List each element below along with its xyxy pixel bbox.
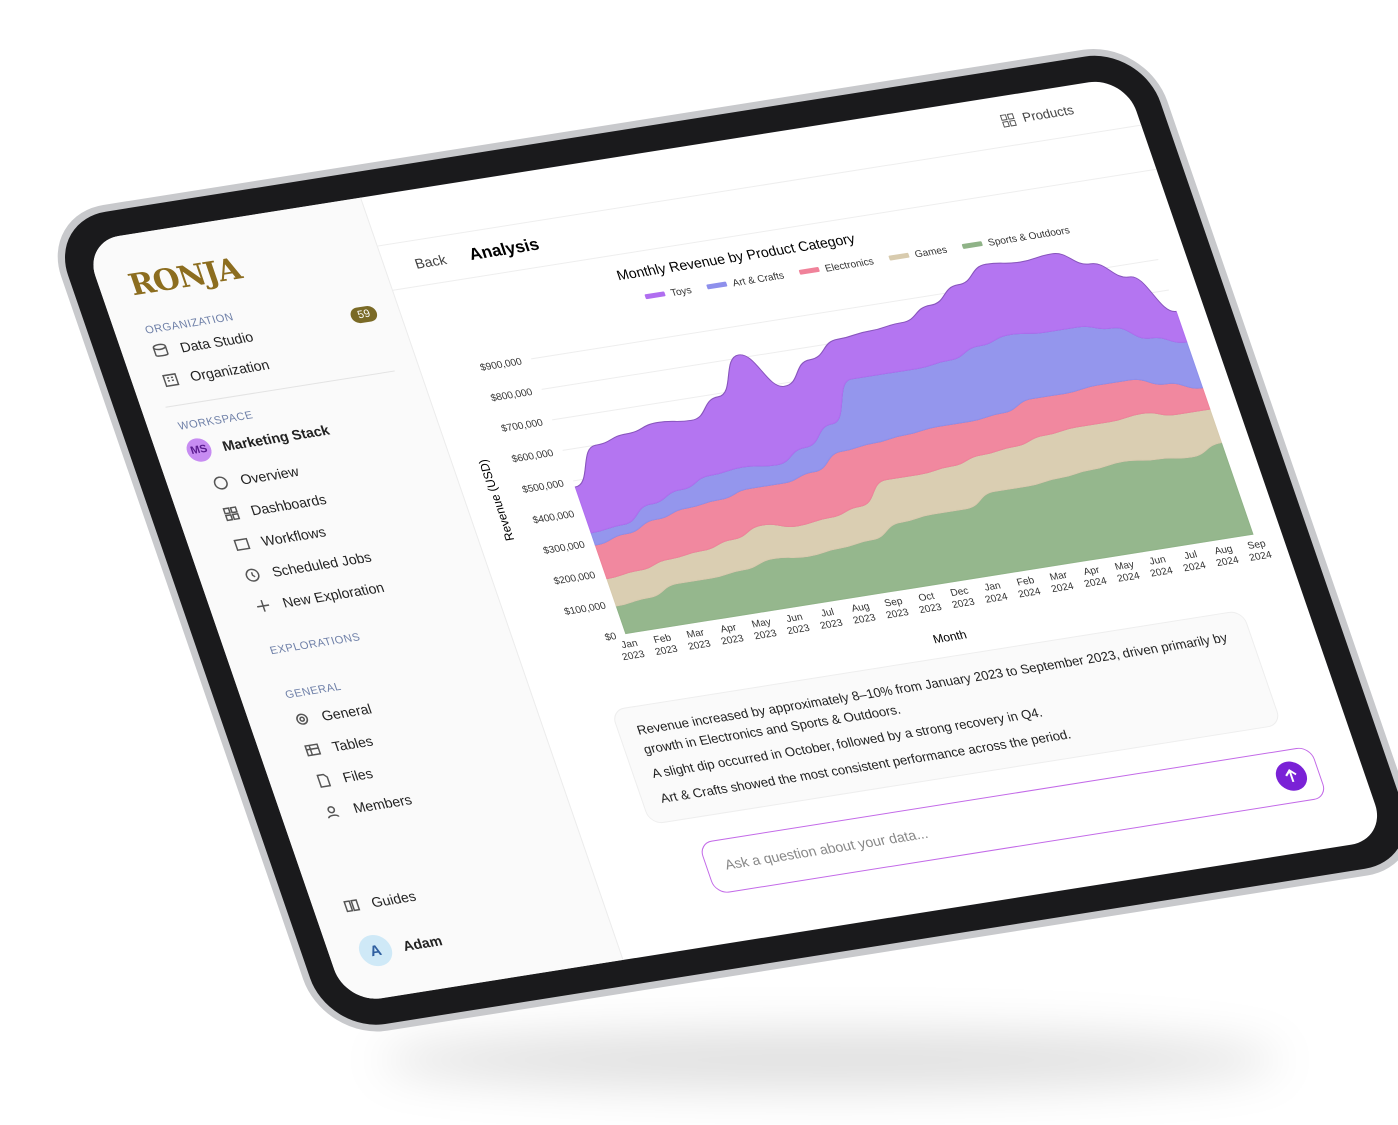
nav-label: Data Studio (177, 328, 256, 356)
nav-label: Overview (237, 463, 301, 488)
nav-label: Scheduled Jobs (269, 548, 374, 580)
input-placeholder: Ask a question about your data... (722, 825, 930, 873)
nav-item[interactable]: Tables (302, 733, 375, 759)
nav-label: Guides (368, 887, 418, 911)
section-heading: GENERAL (283, 680, 344, 702)
legend-label: Sports & Outdoors (987, 225, 1072, 248)
y-tick-label: $200,000 (552, 570, 597, 587)
icon (222, 506, 241, 522)
back-button[interactable]: Back (412, 251, 449, 272)
nav-item[interactable]: New Exploration (253, 579, 387, 615)
legend-swatch (888, 252, 910, 261)
icon (233, 537, 251, 552)
nav-item[interactable]: Dashboards (221, 491, 329, 523)
nav-item[interactable]: Workflows (231, 523, 328, 554)
legend-label: Games (913, 245, 948, 261)
icon (999, 112, 1017, 128)
screen: RONJA ORGANIZATION Data Studio 59 Organi… (83, 76, 1388, 1004)
nav-item[interactable]: Members (323, 791, 414, 820)
nav-item[interactable]: Scheduled Jobs (242, 549, 373, 584)
legend-swatch (798, 267, 820, 275)
nav-label: Organization (187, 356, 272, 385)
icon (296, 713, 309, 725)
badge: 59 (348, 304, 380, 325)
nav-item[interactable]: Overview (210, 463, 301, 492)
nav-label: General (319, 700, 374, 724)
y-tick-label: $400,000 (531, 509, 576, 526)
nav-item[interactable]: Guides (341, 888, 418, 915)
icon (1285, 769, 1297, 783)
chart-container: Monthly Revenue by Product Category Reve… (394, 175, 1290, 716)
nav-label: Files (340, 765, 375, 786)
sidebar: RONJA ORGANIZATION Data Studio 59 Organi… (83, 197, 624, 1004)
icon (213, 476, 228, 490)
nav-label: New Exploration (280, 579, 387, 611)
y-tick-label: $600,000 (510, 448, 555, 465)
y-tick-label: $700,000 (500, 418, 545, 435)
workspace-name: Marketing Stack (220, 421, 332, 454)
section-heading[interactable]: EXPLORATIONS (268, 631, 363, 658)
icon (162, 373, 180, 388)
icon (316, 773, 332, 788)
legend-label: Toys (669, 285, 693, 299)
tablet: RONJA ORGANIZATION Data Studio 59 Organi… (40, 39, 1398, 1041)
nav-label: Dashboards (248, 491, 329, 519)
user-menu[interactable]: A Adam (354, 925, 446, 969)
nav-label: Workflows (259, 523, 328, 550)
send-button[interactable] (1271, 759, 1312, 793)
area (574, 253, 1188, 534)
user-name: Adam (400, 932, 445, 954)
area-edge (575, 253, 1177, 488)
y-tick-label: $500,000 (521, 479, 566, 496)
x-axis-label: Month (931, 628, 969, 647)
main: Products Back Analysis Monthly Revenue b… (361, 76, 1387, 960)
nav-item[interactable]: Organization (160, 356, 271, 388)
legend-swatch (706, 281, 728, 290)
nav-item[interactable]: Files (313, 765, 375, 789)
products-button[interactable]: Products (998, 102, 1076, 128)
logo: RONJA (124, 252, 246, 304)
topbar: Products (361, 76, 1142, 247)
icon (256, 600, 270, 612)
y-tick-label: $800,000 (489, 387, 534, 404)
question-input[interactable]: Ask a question about your data... (697, 745, 1329, 895)
y-tick-label: $100,000 (563, 601, 608, 618)
y-axis-label: Revenue (USD) (476, 458, 518, 541)
x-tick-label: Sep 2024 (1246, 538, 1274, 564)
legend-label: Art & Crafts (731, 271, 786, 290)
icon (245, 568, 260, 582)
y-tick-label: $300,000 (542, 540, 587, 557)
avatar: A (354, 932, 397, 969)
icon (304, 743, 322, 757)
y-tick-label: $900,000 (479, 357, 524, 374)
products-label: Products (1020, 102, 1076, 125)
nav-label: Members (350, 791, 414, 816)
icon (327, 806, 340, 819)
nav-item[interactable]: General (292, 701, 374, 729)
y-tick-label: $0 (604, 631, 619, 643)
chart: Monthly Revenue by Product Category Reve… (476, 225, 1254, 647)
nav-item[interactable]: Data Studio (150, 329, 255, 360)
avatar: MS (183, 436, 215, 464)
nav-label: Tables (329, 732, 376, 755)
legend-swatch (961, 241, 983, 249)
shadow (380, 1030, 1280, 1090)
icon (152, 343, 169, 357)
icon (343, 899, 361, 913)
legend-label: Electronics (824, 256, 876, 274)
section-heading: WORKSPACE (176, 409, 255, 433)
legend-swatch (644, 291, 666, 300)
page-title: Analysis (466, 234, 542, 264)
